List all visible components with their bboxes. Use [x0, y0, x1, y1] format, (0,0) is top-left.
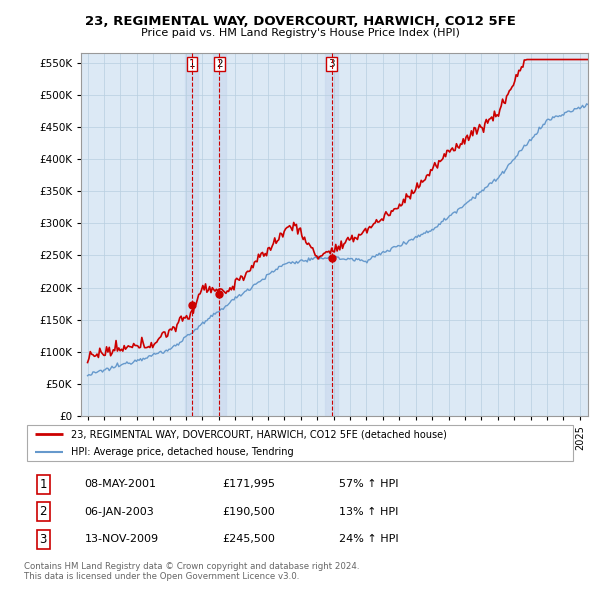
- Text: £190,500: £190,500: [223, 507, 275, 517]
- Text: 13-NOV-2009: 13-NOV-2009: [85, 535, 159, 544]
- Text: This data is licensed under the Open Government Licence v3.0.: This data is licensed under the Open Gov…: [24, 572, 299, 581]
- Text: HPI: Average price, detached house, Tendring: HPI: Average price, detached house, Tend…: [71, 447, 293, 457]
- Text: 2: 2: [40, 505, 47, 519]
- Text: 06-JAN-2003: 06-JAN-2003: [85, 507, 154, 517]
- FancyBboxPatch shape: [27, 425, 573, 461]
- Text: 24% ↑ HPI: 24% ↑ HPI: [338, 535, 398, 544]
- Text: 3: 3: [40, 533, 47, 546]
- Text: 23, REGIMENTAL WAY, DOVERCOURT, HARWICH, CO12 5FE: 23, REGIMENTAL WAY, DOVERCOURT, HARWICH,…: [85, 15, 515, 28]
- Text: 1: 1: [40, 478, 47, 491]
- Text: 08-MAY-2001: 08-MAY-2001: [85, 480, 157, 489]
- Text: 2: 2: [216, 59, 223, 69]
- Text: 1: 1: [188, 59, 195, 69]
- Text: Contains HM Land Registry data © Crown copyright and database right 2024.: Contains HM Land Registry data © Crown c…: [24, 562, 359, 571]
- Text: Price paid vs. HM Land Registry's House Price Index (HPI): Price paid vs. HM Land Registry's House …: [140, 28, 460, 38]
- Text: 57% ↑ HPI: 57% ↑ HPI: [338, 480, 398, 489]
- Text: 3: 3: [328, 59, 335, 69]
- Text: 13% ↑ HPI: 13% ↑ HPI: [338, 507, 398, 517]
- Bar: [325, 53, 338, 416]
- Text: £171,995: £171,995: [223, 480, 276, 489]
- Text: 23, REGIMENTAL WAY, DOVERCOURT, HARWICH, CO12 5FE (detached house): 23, REGIMENTAL WAY, DOVERCOURT, HARWICH,…: [71, 430, 447, 440]
- Bar: [185, 53, 199, 416]
- Text: £245,500: £245,500: [223, 535, 275, 544]
- Bar: [212, 53, 226, 416]
